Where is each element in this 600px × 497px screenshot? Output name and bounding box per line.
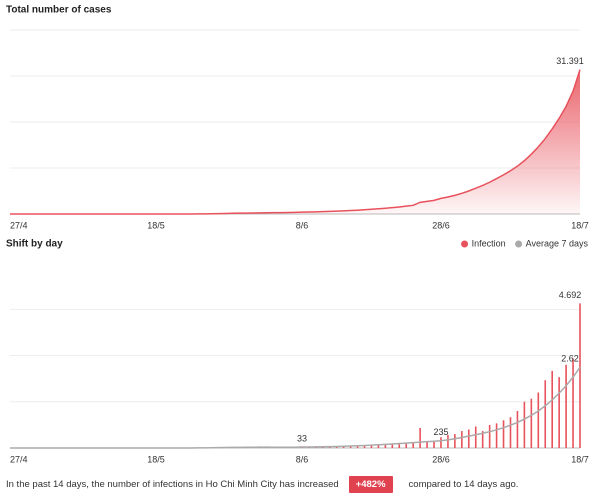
bar: [349, 445, 352, 448]
legend-label: Average 7 days: [526, 238, 589, 248]
bar: [391, 443, 394, 448]
value-label: 33: [297, 433, 307, 443]
bar: [558, 377, 560, 448]
x-tick-label: 28/6: [432, 454, 450, 464]
bar: [544, 380, 547, 448]
bar: [551, 370, 553, 448]
bar: [405, 442, 408, 448]
change-badge: +482%: [348, 476, 393, 493]
x-tick-label: 8/6: [296, 454, 309, 464]
x-tick-label: 18/7: [571, 220, 589, 230]
bar: [523, 401, 526, 448]
bar: [474, 426, 477, 448]
bar: [377, 444, 380, 448]
bar: [579, 303, 581, 448]
value-label: 2.62: [561, 354, 579, 364]
bar: [572, 358, 574, 448]
value-label: 31.391: [556, 56, 584, 66]
bar: [398, 443, 401, 448]
bar: [447, 435, 449, 448]
bar: [509, 417, 512, 448]
bar: [356, 445, 359, 448]
x-tick-label: 28/6: [432, 220, 450, 230]
bar: [370, 444, 373, 448]
bar: [426, 441, 428, 448]
bar: [440, 437, 442, 448]
x-tick-label: 18/5: [147, 220, 165, 230]
value-label: 235: [433, 427, 448, 437]
x-tick-label: 8/6: [296, 220, 309, 230]
value-label: 4.692: [559, 290, 582, 300]
footer: In the past 14 days, the number of infec…: [6, 476, 518, 493]
legend-label: Infection: [472, 238, 506, 248]
x-tick-label: 18/7: [571, 454, 589, 464]
bar: [412, 442, 414, 448]
x-tick-label: 27/4: [10, 454, 28, 464]
charts: Total number of cases 27/4 18/5 8/6 28/6 18/7…: [6, 5, 589, 465]
bar: [363, 445, 366, 448]
area-fill: [10, 69, 580, 214]
bar: [454, 434, 456, 448]
legend-swatch: [515, 240, 523, 248]
chart-title: Shift by day: [6, 239, 63, 250]
chart-title: Total number of cases: [6, 5, 112, 16]
bar: [342, 446, 345, 448]
bar: [384, 444, 387, 448]
bar: [461, 431, 463, 448]
bar: [530, 398, 533, 448]
bar: [467, 429, 470, 448]
bar: [481, 431, 484, 448]
footer-suffix: compared to 14 days ago.: [408, 479, 519, 490]
legend-swatch: [461, 240, 469, 248]
bar: [565, 364, 567, 448]
bar: [502, 420, 505, 448]
bar: [488, 424, 491, 448]
line: [10, 366, 581, 449]
area-line: [10, 69, 581, 215]
bar: [537, 392, 540, 448]
x-tick-label: 18/5: [147, 454, 165, 464]
bar: [495, 423, 498, 448]
footer-text: In the past 14 days, the number of infec…: [6, 479, 339, 490]
bar: [419, 427, 421, 448]
bar: [433, 440, 435, 448]
x-tick-label: 27/4: [10, 220, 28, 230]
bar: [516, 411, 519, 448]
